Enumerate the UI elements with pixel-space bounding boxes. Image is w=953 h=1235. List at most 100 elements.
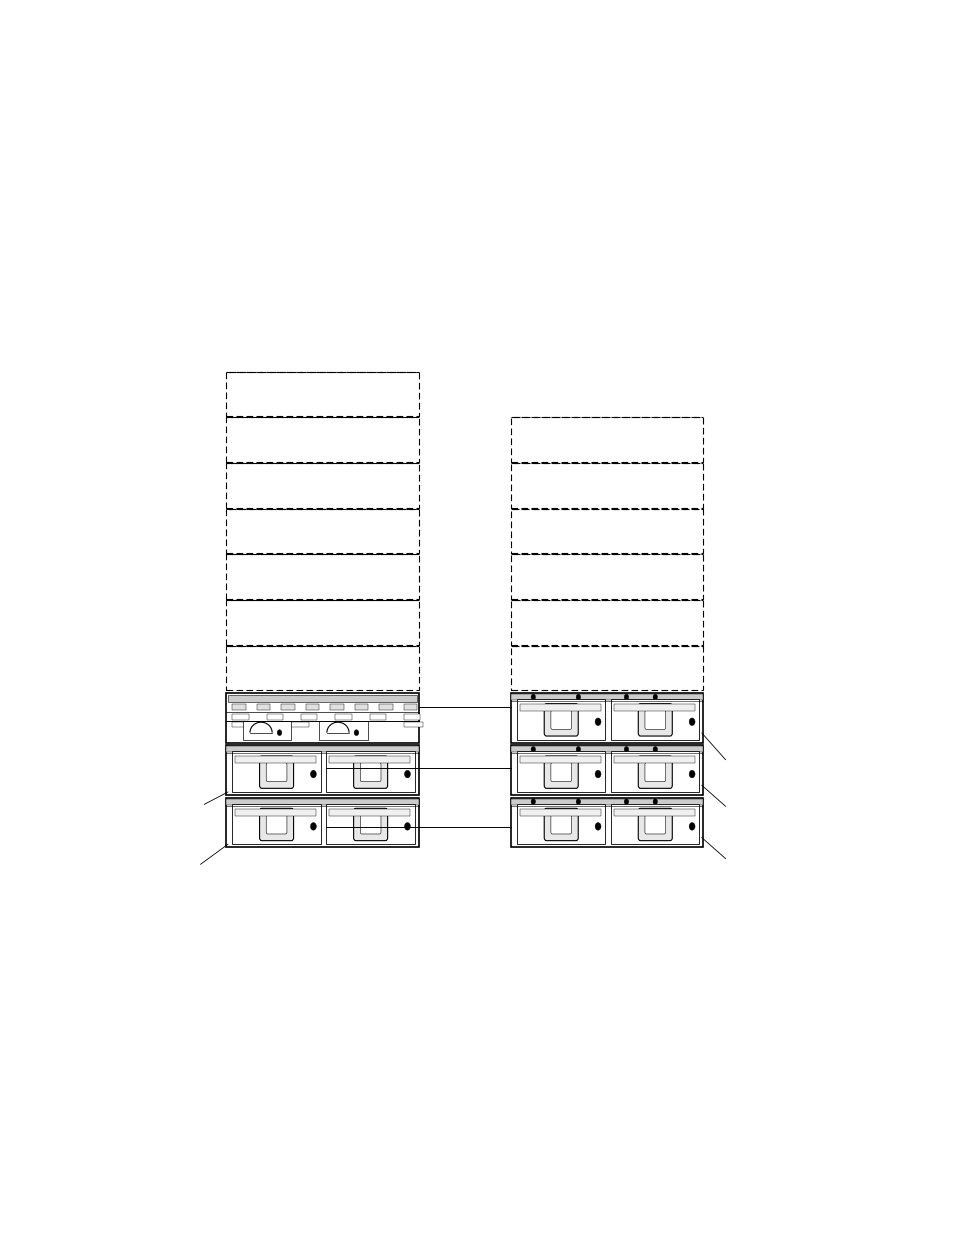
Bar: [511, 746, 702, 795]
FancyBboxPatch shape: [360, 815, 380, 834]
Bar: [233, 751, 320, 792]
Bar: [330, 704, 343, 710]
Bar: [226, 600, 418, 645]
Bar: [233, 714, 249, 720]
FancyBboxPatch shape: [550, 710, 571, 730]
Bar: [614, 809, 695, 815]
Bar: [329, 756, 410, 763]
Bar: [511, 693, 702, 742]
Circle shape: [595, 823, 600, 830]
Bar: [335, 714, 352, 720]
Bar: [511, 646, 702, 690]
FancyBboxPatch shape: [354, 809, 387, 841]
Bar: [614, 704, 695, 711]
Bar: [511, 600, 702, 645]
Circle shape: [576, 694, 580, 700]
Bar: [267, 714, 283, 720]
FancyBboxPatch shape: [550, 815, 571, 834]
Bar: [226, 799, 418, 805]
Bar: [517, 804, 605, 845]
FancyBboxPatch shape: [360, 763, 380, 782]
Bar: [226, 463, 418, 508]
Circle shape: [688, 823, 695, 830]
Bar: [242, 721, 291, 740]
Bar: [326, 751, 415, 792]
Bar: [511, 798, 702, 847]
Bar: [511, 746, 702, 752]
FancyBboxPatch shape: [644, 763, 665, 782]
FancyBboxPatch shape: [638, 704, 672, 736]
FancyBboxPatch shape: [543, 704, 578, 736]
Bar: [517, 751, 605, 792]
Circle shape: [310, 823, 316, 830]
Circle shape: [653, 746, 657, 752]
FancyBboxPatch shape: [259, 809, 294, 841]
Bar: [517, 699, 605, 740]
Bar: [511, 509, 702, 553]
Circle shape: [277, 730, 281, 736]
Circle shape: [310, 771, 316, 778]
Circle shape: [623, 694, 628, 700]
Bar: [379, 704, 393, 710]
Circle shape: [576, 799, 580, 804]
Bar: [511, 555, 702, 599]
Bar: [226, 509, 418, 553]
Bar: [346, 721, 366, 726]
FancyBboxPatch shape: [550, 763, 571, 782]
Bar: [369, 714, 385, 720]
Circle shape: [623, 799, 628, 804]
Circle shape: [531, 694, 535, 700]
FancyBboxPatch shape: [543, 756, 578, 788]
Bar: [226, 372, 418, 416]
Bar: [511, 694, 702, 700]
FancyBboxPatch shape: [259, 756, 294, 788]
Bar: [281, 704, 294, 710]
Bar: [228, 695, 416, 701]
Bar: [226, 746, 418, 795]
Bar: [519, 756, 600, 763]
FancyBboxPatch shape: [266, 763, 287, 782]
Circle shape: [653, 799, 657, 804]
Bar: [306, 704, 319, 710]
Bar: [226, 746, 418, 752]
Bar: [226, 555, 418, 599]
FancyBboxPatch shape: [354, 756, 387, 788]
Bar: [519, 704, 600, 711]
Bar: [511, 417, 702, 462]
Bar: [300, 714, 317, 720]
Bar: [611, 804, 699, 845]
Bar: [403, 721, 423, 726]
Bar: [511, 799, 702, 805]
Bar: [226, 693, 418, 742]
Bar: [326, 804, 415, 845]
Circle shape: [595, 771, 600, 778]
Circle shape: [576, 746, 580, 752]
Bar: [403, 714, 419, 720]
Bar: [235, 756, 316, 763]
Bar: [256, 704, 270, 710]
Bar: [403, 704, 416, 710]
Bar: [329, 809, 410, 815]
Circle shape: [531, 799, 535, 804]
Bar: [511, 463, 702, 508]
Bar: [519, 809, 600, 815]
Bar: [233, 721, 252, 726]
Bar: [319, 721, 367, 740]
Bar: [226, 646, 418, 690]
FancyBboxPatch shape: [543, 809, 578, 841]
Circle shape: [354, 730, 358, 736]
FancyBboxPatch shape: [644, 710, 665, 730]
Bar: [235, 809, 316, 815]
Bar: [233, 804, 320, 845]
Circle shape: [531, 746, 535, 752]
Bar: [226, 798, 418, 847]
FancyBboxPatch shape: [266, 815, 287, 834]
FancyBboxPatch shape: [638, 756, 672, 788]
Circle shape: [623, 746, 628, 752]
Bar: [611, 699, 699, 740]
Bar: [614, 756, 695, 763]
Bar: [290, 721, 309, 726]
Circle shape: [688, 771, 695, 778]
Bar: [611, 751, 699, 792]
FancyBboxPatch shape: [644, 815, 665, 834]
